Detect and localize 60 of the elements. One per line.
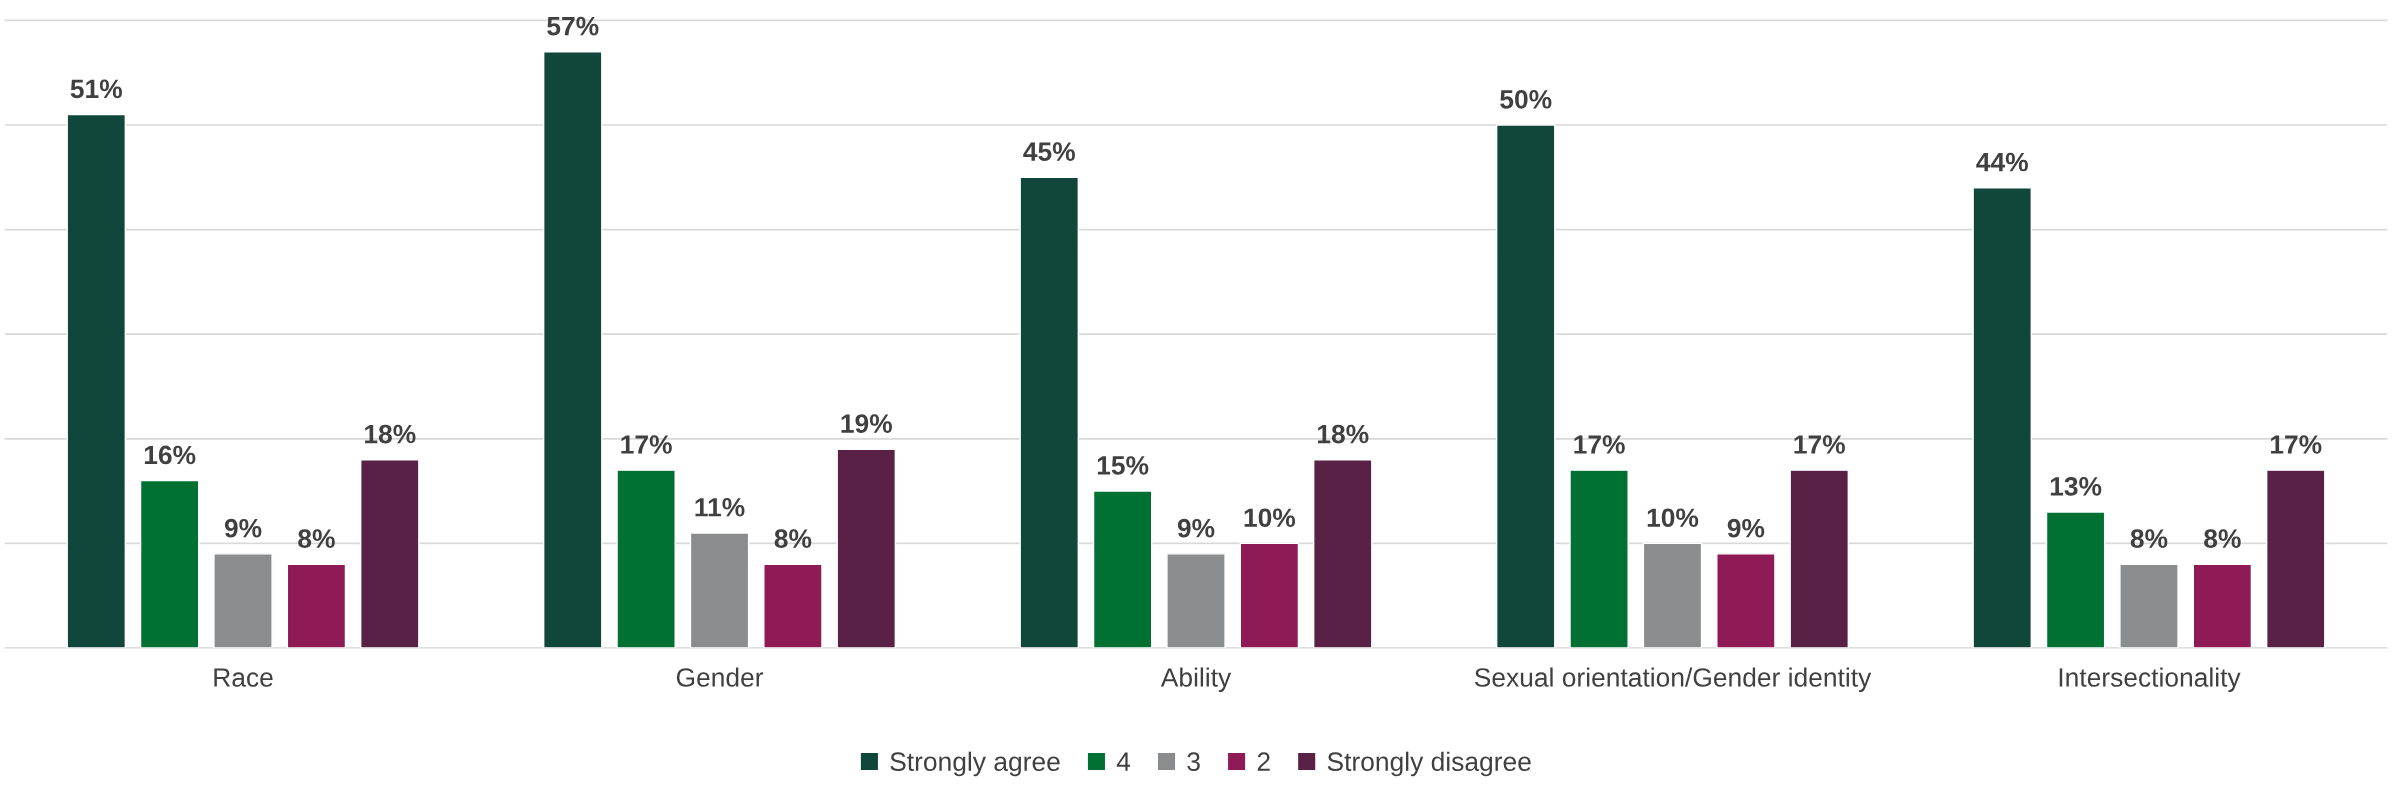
data-label: 19%	[841, 414, 892, 433]
data-label: 57%	[547, 16, 599, 36]
x-tick-label: Gender	[676, 667, 764, 687]
data-label: 8%	[2204, 529, 2241, 548]
bar	[1789, 469, 1850, 648]
bar	[1716, 553, 1776, 648]
data-label: 50%	[1500, 89, 1552, 109]
data-label: 13%	[2050, 477, 2102, 496]
data-label: 18%	[365, 424, 416, 444]
bar	[2192, 563, 2253, 648]
data-label: 10%	[1244, 508, 1296, 528]
bar	[1019, 176, 1080, 648]
data-label: 17%	[621, 435, 672, 454]
data-label: 16%	[144, 445, 196, 465]
bar	[689, 532, 750, 648]
data-label: 9%	[1727, 518, 1765, 538]
x-tick-label: Race	[214, 668, 273, 687]
legend-label: 2	[1257, 752, 1270, 771]
data-label: 10%	[1647, 508, 1699, 528]
x-tick-label: Sexual orientation/Gender identity	[1474, 667, 1872, 693]
bar	[2119, 563, 2179, 648]
data-label: 18%	[1318, 424, 1369, 444]
data-label: 8%	[2130, 529, 2168, 548]
x-tick-label: Ability	[1160, 667, 1232, 693]
bar	[1569, 469, 1629, 648]
legend-label: 3	[1187, 752, 1200, 772]
data-label: 17%	[1574, 435, 1625, 454]
data-label: 9%	[1177, 518, 1215, 538]
bar	[1166, 553, 1226, 648]
bar	[1239, 542, 1300, 648]
data-label: 8%	[298, 529, 335, 548]
bar	[213, 553, 273, 648]
bar	[1312, 459, 1373, 648]
bar	[66, 113, 127, 648]
bar	[616, 469, 676, 648]
bar	[763, 563, 823, 648]
bar	[836, 448, 897, 648]
bar	[1495, 124, 1556, 648]
data-label: 45%	[1023, 142, 1075, 161]
data-label: 11%	[695, 497, 745, 517]
bar	[286, 563, 347, 648]
bar	[1972, 187, 2032, 648]
bar	[2045, 511, 2106, 648]
bar	[1092, 490, 1153, 648]
legend-label: Strongly agree	[890, 751, 1060, 777]
legend-label: Strongly disagree	[1327, 751, 1531, 777]
data-label: 51%	[70, 79, 122, 99]
data-label: 8%	[774, 529, 812, 548]
x-tick-label: Intersectionality	[2059, 667, 2241, 693]
bar	[2265, 469, 2326, 648]
bar	[542, 51, 603, 648]
bar	[139, 479, 200, 648]
data-label: 15%	[1097, 456, 1149, 475]
data-label: 44%	[1976, 152, 2028, 172]
data-label: 17%	[1794, 435, 1845, 454]
bar	[1642, 542, 1703, 648]
data-label: 17%	[2270, 435, 2322, 454]
data-label: 9%	[224, 518, 262, 538]
legend-label: 4	[1116, 752, 1131, 771]
bar	[360, 459, 420, 648]
